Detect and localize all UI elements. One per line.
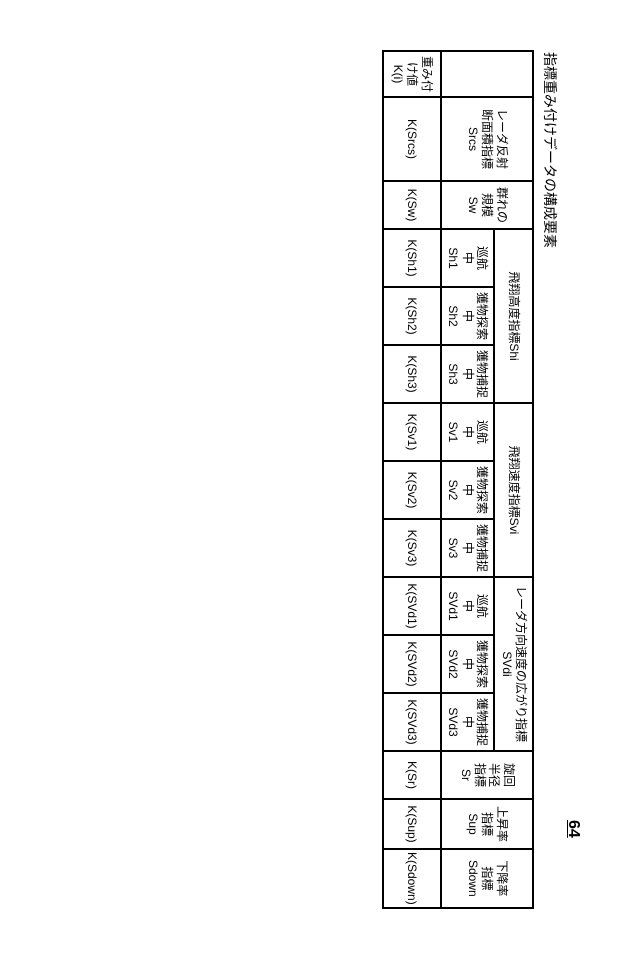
- header-shi-group: 飛翔高度指標Shi: [494, 229, 533, 403]
- header-svi-group: 飛翔速度指標Svi: [494, 403, 533, 577]
- cell-svd2: K(SVd2): [383, 635, 441, 693]
- cell-sw: K(Sw): [383, 181, 441, 229]
- figure-number-label: 64: [564, 820, 582, 838]
- cell-sh2: K(Sh2): [383, 287, 441, 345]
- header-sw: 群れの規模Sw: [441, 181, 533, 229]
- cell-sdown: K(Sdown): [383, 849, 441, 908]
- header-sv2: 獲物探索中Sv2: [441, 461, 494, 519]
- header-sv1: 巡航中Sv1: [441, 403, 494, 461]
- weighting-table: レーダ反射断面積指標Srcs 群れの規模Sw 飛翔高度指標Shi 飛翔速度指標S…: [382, 50, 534, 909]
- value-row: 重み付け値K(i) K(Srcs) K(Sw) K(Sh1) K(Sh2) K(…: [383, 51, 441, 908]
- cell-sv2: K(Sv2): [383, 461, 441, 519]
- cell-svd1: K(SVd1): [383, 577, 441, 635]
- header-svdi-group: レーダ方向速度の広がり指標SVdi: [494, 577, 533, 751]
- header-sdown: 下降率指標Sdown: [441, 849, 533, 908]
- header-row-1: レーダ反射断面積指標Srcs 群れの規模Sw 飛翔高度指標Shi 飛翔速度指標S…: [494, 51, 533, 908]
- header-srcs: レーダ反射断面積指標Srcs: [441, 97, 533, 181]
- rotated-content: 64 指標重み付けデータの構成要素 レーダ反射断面積指標Srcs 群れの規模Sw…: [382, 50, 560, 920]
- header-svd1: 巡航中SVd1: [441, 577, 494, 635]
- cell-sv1: K(Sv1): [383, 403, 441, 461]
- header-blank: [441, 51, 533, 97]
- row-label: 重み付け値K(i): [383, 51, 441, 97]
- header-sh3: 獲物捕捉中Sh3: [441, 345, 494, 403]
- cell-sr: K(Sr): [383, 751, 441, 799]
- header-sv3: 獲物捕捉中Sv3: [441, 519, 494, 577]
- cell-srcs: K(Srcs): [383, 97, 441, 181]
- header-svd2: 獲物探索中SVd2: [441, 635, 494, 693]
- canvas: 64 指標重み付けデータの構成要素 レーダ反射断面積指標Srcs 群れの規模Sw…: [0, 0, 640, 965]
- cell-sv3: K(Sv3): [383, 519, 441, 577]
- header-sr: 旋回半径指標Sr: [441, 751, 533, 799]
- cell-sh3: K(Sh3): [383, 345, 441, 403]
- cell-svd3: K(SVd3): [383, 693, 441, 751]
- cell-sup: K(Sup): [383, 799, 441, 849]
- header-svd3: 獲物捕捉中SVd3: [441, 693, 494, 751]
- header-sh2: 獲物探索中Sh2: [441, 287, 494, 345]
- header-sup: 上昇率指標Sup: [441, 799, 533, 849]
- cell-sh1: K(Sh1): [383, 229, 441, 287]
- table-title: 指標重み付けデータの構成要素: [540, 50, 560, 920]
- header-sh1: 巡航中Sh1: [441, 229, 494, 287]
